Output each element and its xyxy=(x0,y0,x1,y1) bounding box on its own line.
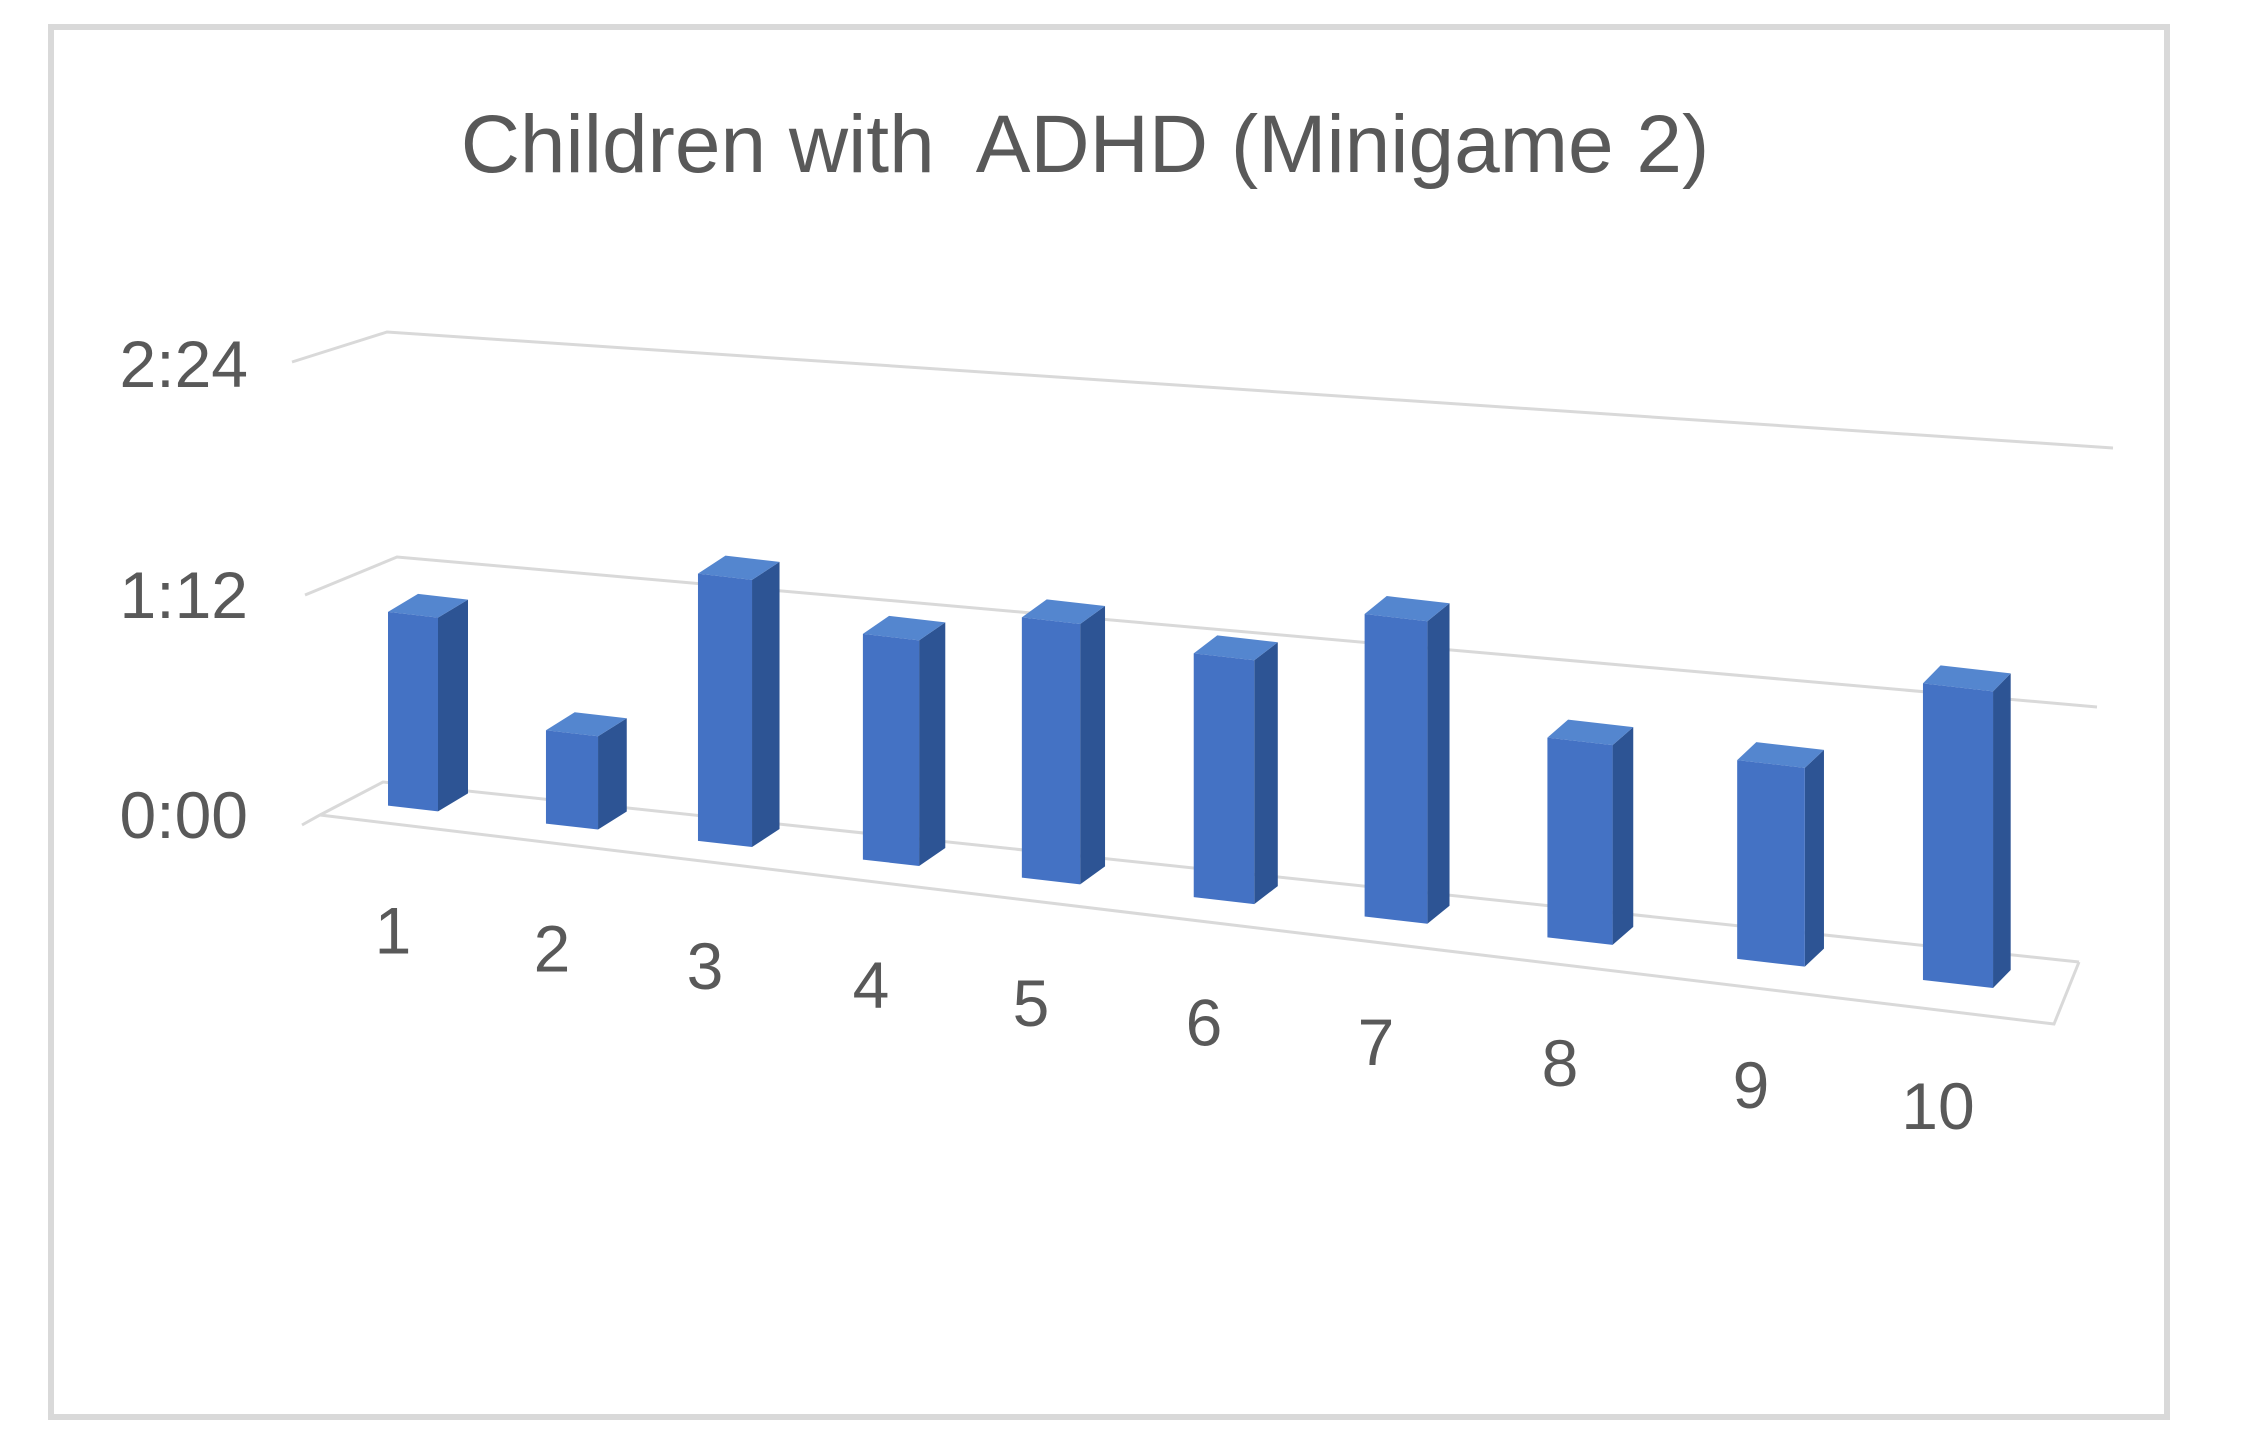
y-axis-labels: 0:00 1:12 2:24 xyxy=(120,327,248,852)
bar-column-6 xyxy=(1193,635,1278,905)
bar-front-face xyxy=(1021,617,1081,885)
bar-top-face xyxy=(1737,742,1824,768)
bar-side-face xyxy=(1804,749,1824,967)
bar-front-face xyxy=(1737,760,1805,967)
bar-front-face xyxy=(862,633,920,867)
x-category-label-1: 1 xyxy=(375,894,412,968)
bar-front-face xyxy=(388,611,438,812)
bar-top-face xyxy=(697,555,780,580)
bar-column-3 xyxy=(697,555,780,848)
x-axis-labels: 1 2 3 4 5 6 7 8 9 10 xyxy=(375,894,1975,1144)
bar-side-face xyxy=(438,599,468,812)
chart-border xyxy=(48,24,2170,1420)
bar-side-face xyxy=(1612,727,1634,945)
bar-side-face xyxy=(1427,603,1450,924)
bar-column-7 xyxy=(1364,596,1450,924)
bar-side-face xyxy=(919,622,946,867)
x-category-label-10: 10 xyxy=(1901,1069,1974,1143)
bar-front-face xyxy=(697,573,753,848)
bar-column-10 xyxy=(1922,665,2011,989)
bar-top-face xyxy=(1021,599,1106,625)
bar-front-face xyxy=(1193,653,1255,905)
gridline-1-12 xyxy=(304,555,2098,709)
bar-top-face xyxy=(1193,635,1278,661)
bar-front-face xyxy=(1547,737,1613,945)
bar-top-face xyxy=(1364,596,1450,622)
bar-top-face xyxy=(862,615,946,641)
x-category-label-3: 3 xyxy=(687,929,724,1003)
bar-column-2 xyxy=(545,712,627,830)
bar-top-face xyxy=(1922,665,2011,692)
bar-side-face xyxy=(1080,606,1106,885)
x-category-label-2: 2 xyxy=(534,912,571,986)
bar-front-face xyxy=(1364,614,1428,924)
bar-side-face xyxy=(1254,642,1278,905)
bar-front-face xyxy=(1922,683,1994,989)
gridline-2-24 xyxy=(291,330,2114,450)
bar-side-face xyxy=(752,561,780,848)
floor-front-edge xyxy=(319,813,2081,1026)
x-category-label-5: 5 xyxy=(1013,966,1050,1040)
x-category-label-6: 6 xyxy=(1186,986,1223,1060)
bar-side-face xyxy=(1993,673,2011,989)
x-category-label-8: 8 xyxy=(1542,1026,1579,1100)
bar-front-face xyxy=(545,730,599,830)
x-category-label-4: 4 xyxy=(853,948,890,1022)
y-tick-label-1:12: 1:12 xyxy=(120,558,248,632)
bar-column-1 xyxy=(388,593,468,812)
x-category-label-9: 9 xyxy=(1733,1048,1770,1122)
bar-top-face xyxy=(1547,719,1634,746)
gridlines xyxy=(291,330,2114,1026)
bar-side-face xyxy=(598,718,627,830)
y-tick-label-0:00: 0:00 xyxy=(120,778,248,852)
bar-column-9 xyxy=(1737,742,1824,967)
x-category-label-7: 7 xyxy=(1358,1005,1395,1079)
chart-title: Children with ADHD (Minigame 2) xyxy=(461,99,1710,190)
bar-top-face xyxy=(388,593,468,618)
bar-column-4 xyxy=(862,615,946,867)
bar-series xyxy=(388,555,2011,989)
bar-column-8 xyxy=(1547,719,1634,945)
bar-column-5 xyxy=(1021,599,1106,885)
y-tick-label-2:24: 2:24 xyxy=(120,327,248,401)
bar-top-face xyxy=(545,712,627,737)
